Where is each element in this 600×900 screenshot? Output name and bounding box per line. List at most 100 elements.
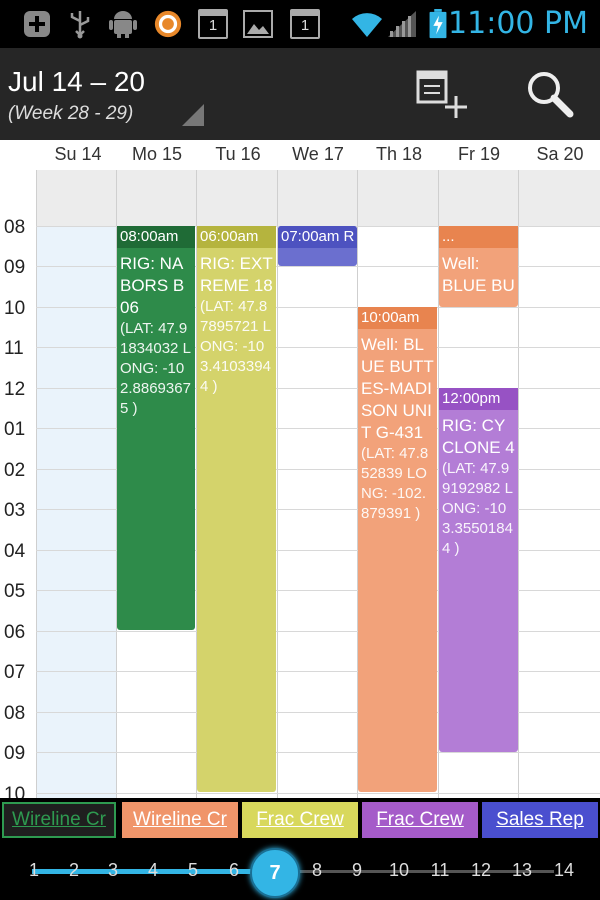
crew-tab-frac-2[interactable]: Frac Crew [362, 802, 478, 838]
column-divider [116, 170, 117, 798]
crew-tab-sales-rep[interactable]: Sales Rep [482, 802, 598, 838]
app-notification-icon [154, 10, 182, 38]
day-header-mon[interactable]: Mo 15 [131, 144, 183, 164]
hour-line [36, 347, 600, 348]
status-bar: 1 1 11:00 PM [0, 0, 600, 48]
hour-label: 10 [4, 298, 26, 319]
column-divider [518, 170, 519, 798]
slider-number[interactable]: 3 [107, 860, 118, 880]
crew-tab-wireline-2[interactable]: Wireline Cr [122, 802, 238, 838]
column-divider [196, 170, 197, 798]
all-day-row[interactable] [36, 170, 600, 226]
slider-number[interactable]: 13 [511, 860, 533, 880]
dropdown-corner-icon[interactable] [182, 104, 204, 126]
day-header-fri[interactable]: Fr 19 [457, 144, 500, 164]
add-event-icon[interactable] [412, 66, 468, 122]
search-icon[interactable] [522, 66, 578, 122]
today-column-shade [36, 226, 116, 798]
hour-label: 02 [4, 460, 26, 481]
day-header-sun[interactable]: Su 14 [54, 144, 102, 164]
event-block[interactable]: 08:00am RIG: NABORS B06 (LAT: 47.9183403… [117, 226, 195, 630]
event-body: RIG: EXTREME 18 (LAT: 47.87895721 LONG: … [197, 248, 276, 402]
slider-number[interactable]: 4 [147, 860, 158, 880]
hour-line [36, 388, 600, 389]
day-header-wed[interactable]: We 17 [292, 144, 344, 164]
usb-icon [70, 11, 90, 39]
hour-label: 06 [4, 622, 26, 643]
hour-line [36, 752, 600, 753]
hour-label: 05 [4, 581, 26, 602]
event-block[interactable]: 12:00pm RIG: CYCLONE 4 (LAT: 47.99192982… [439, 388, 518, 752]
event-title: RIG: EXTREME 18 [200, 254, 273, 295]
hour-label: 03 [4, 500, 26, 521]
day-header-row: Su 14 Mo 15 Tu 16 We 17 Th 18 Fr 19 Sa 2… [0, 140, 600, 170]
hour-label: 09 [4, 743, 26, 764]
hour-label: 11 [4, 338, 24, 359]
hour-line [36, 266, 600, 267]
slider-number[interactable]: 10 [388, 860, 410, 880]
battery-charging-icon [429, 9, 447, 39]
calendar-badge: 1 [208, 17, 218, 34]
event-coords: (LAT: 47.852839 LONG: -102.879391 ) [361, 445, 429, 522]
event-block[interactable]: 06:00am RIG: EXTREME 18 (LAT: 47.8789572… [197, 226, 276, 792]
event-block[interactable]: 10:00am Well: BLUE BUTTES-MADISON UNIT G… [358, 307, 437, 792]
hour-line [36, 428, 600, 429]
hour-line [36, 469, 600, 470]
hour-label: 08 [4, 703, 26, 724]
slider-number[interactable]: 5 [187, 860, 198, 880]
event-time: 12:00pm [439, 388, 518, 410]
day-header-thu[interactable]: Th 18 [375, 144, 423, 164]
slider-number[interactable]: 2 [68, 860, 79, 880]
slider-number[interactable]: 1 [28, 860, 39, 880]
hour-label: 04 [4, 541, 26, 562]
hour-line [36, 307, 600, 308]
event-title: RIG: NABORS B06 [120, 254, 185, 317]
slider-number[interactable]: 9 [351, 860, 362, 880]
slider-knob[interactable]: 7 [250, 848, 300, 898]
crew-tab-frac-1[interactable]: Frac Crew [242, 802, 358, 838]
week-slider[interactable]: 1 2 3 4 5 6 8 9 10 11 12 13 14 7 [0, 842, 600, 900]
event-time: 07:00am R [278, 226, 357, 248]
event-time: 08:00am [117, 226, 195, 248]
event-title: Well: BLUE BUTTES-MADISON UNIT G-431 [361, 335, 434, 442]
event-time: 06:00am [197, 226, 276, 248]
event-block[interactable]: 07:00am R [278, 226, 357, 266]
cell-signal-icon [388, 11, 416, 37]
hour-label: 10 [4, 784, 26, 798]
add-notification-icon [24, 11, 50, 37]
calendar-day-icon: 1 [198, 9, 228, 39]
event-coords: (LAT: 47.91834032 LONG: -102.88693675 ) [120, 320, 191, 417]
event-title: RIG: CYCLONE 4 [442, 416, 515, 457]
week-grid[interactable]: 08 09 10 11 12 01 02 03 04 05 06 07 08 0… [0, 170, 600, 798]
slider-number[interactable]: 12 [470, 860, 492, 880]
event-body: RIG: NABORS B06 (LAT: 47.91834032 LONG: … [117, 248, 195, 424]
image-icon [243, 10, 273, 38]
date-range-title[interactable]: Jul 14 – 20 [8, 66, 145, 97]
day-header-tue[interactable]: Tu 16 [215, 144, 261, 164]
hour-label: 12 [4, 379, 26, 400]
hour-line [36, 631, 600, 632]
slider-number[interactable]: 11 [430, 860, 450, 880]
event-time: 10:00am [358, 307, 437, 329]
hour-label: 08 [4, 217, 26, 238]
wifi-icon [352, 13, 382, 37]
event-block[interactable]: ... Well: BLUE BU [439, 226, 518, 307]
hour-line [36, 550, 600, 551]
slider-number[interactable]: 8 [311, 860, 322, 880]
week-subtitle[interactable]: (Week 28 - 29) [8, 103, 134, 124]
column-divider [277, 170, 278, 798]
event-title: Well: BLUE BU [442, 254, 515, 295]
hour-line [36, 509, 600, 510]
event-body: Well: BLUE BUTTES-MADISON UNIT G-431 (LA… [358, 329, 437, 529]
day-header-sat[interactable]: Sa 20 [536, 144, 584, 164]
hour-line [36, 590, 600, 591]
action-bar: Jul 14 – 20 (Week 28 - 29) [0, 48, 600, 140]
hour-label: 01 [4, 419, 26, 440]
slider-number[interactable]: 6 [228, 860, 239, 880]
event-body: RIG: CYCLONE 4 (LAT: 47.99192982 LONG: -… [439, 410, 518, 564]
event-time: ... [439, 226, 518, 248]
slider-fill [32, 869, 280, 874]
hour-label: 07 [4, 662, 26, 683]
crew-tab-wireline-1[interactable]: Wireline Cr [2, 802, 116, 838]
slider-number[interactable]: 14 [553, 860, 575, 880]
